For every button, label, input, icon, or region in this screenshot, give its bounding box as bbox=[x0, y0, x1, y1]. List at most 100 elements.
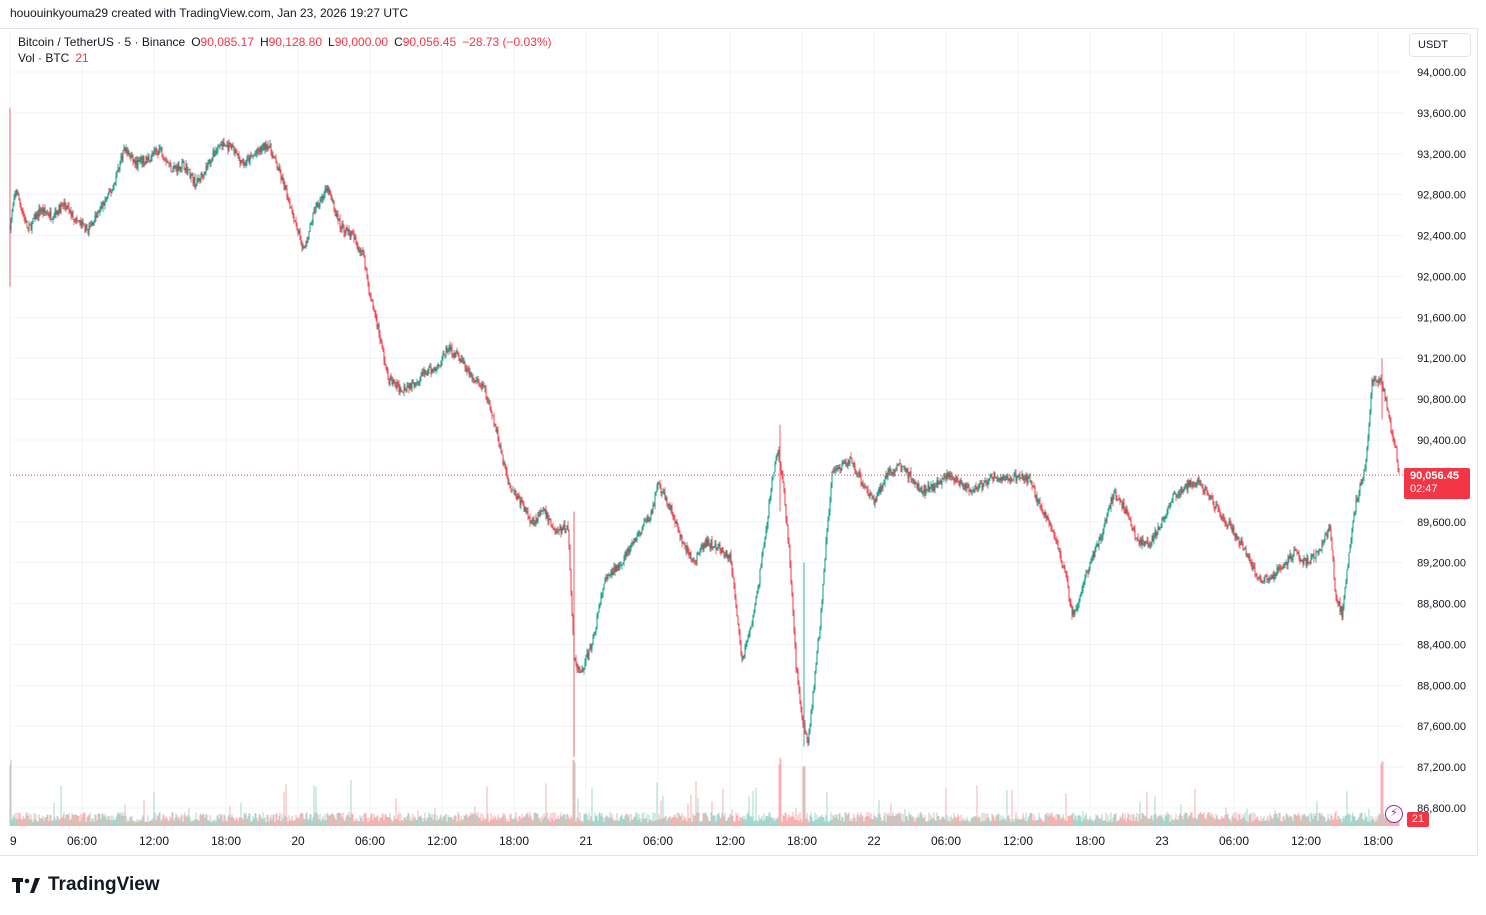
volume-bar bbox=[908, 812, 910, 826]
candle-body bbox=[1022, 473, 1024, 481]
volume-bar bbox=[592, 820, 594, 826]
volume-bar bbox=[357, 820, 359, 826]
candle-body bbox=[1167, 507, 1169, 513]
candle-body bbox=[464, 361, 466, 368]
volume-bar bbox=[567, 814, 569, 826]
volume-bar bbox=[924, 815, 926, 826]
candle-body bbox=[584, 661, 586, 668]
candle-body bbox=[895, 470, 897, 472]
candle-body bbox=[724, 556, 726, 558]
candle-body bbox=[955, 476, 957, 483]
volume-bar bbox=[350, 780, 352, 826]
candle-body bbox=[553, 527, 555, 529]
candle-body bbox=[191, 174, 193, 176]
volume-bar bbox=[843, 821, 845, 826]
volume-bar bbox=[616, 813, 618, 826]
volume-bar bbox=[897, 813, 899, 826]
volume-bar bbox=[386, 816, 388, 826]
candle-body bbox=[526, 511, 528, 513]
currency-button[interactable]: USDT bbox=[1409, 33, 1471, 57]
volume-bar bbox=[227, 816, 229, 826]
volume-bar bbox=[1216, 815, 1218, 826]
candle-body bbox=[620, 565, 622, 567]
volume-bar bbox=[430, 817, 432, 826]
candle-body bbox=[968, 484, 970, 492]
volume-bar bbox=[792, 812, 794, 826]
candle-body bbox=[484, 385, 486, 389]
volume-bar bbox=[108, 815, 110, 826]
volume-bar bbox=[1153, 814, 1155, 826]
volume-bar bbox=[185, 816, 187, 826]
candle-body bbox=[1094, 547, 1096, 557]
volume-bar bbox=[696, 812, 698, 826]
volume-bar bbox=[892, 812, 894, 826]
candle-body bbox=[634, 537, 636, 541]
candle-body bbox=[194, 177, 196, 188]
candle-body bbox=[1238, 537, 1240, 544]
volume-bar bbox=[802, 766, 804, 826]
candle-body bbox=[414, 383, 416, 387]
candle-body bbox=[633, 537, 635, 544]
candle-body bbox=[82, 221, 84, 224]
volume-bar bbox=[535, 812, 537, 826]
candle-body bbox=[368, 283, 370, 295]
candle-body bbox=[1055, 539, 1057, 541]
candle-body bbox=[1077, 606, 1079, 608]
volume-bar bbox=[1245, 820, 1247, 826]
candle-body bbox=[306, 241, 308, 243]
volume-bar bbox=[1220, 818, 1222, 826]
volume-bar bbox=[573, 759, 575, 826]
volume-bar bbox=[85, 821, 87, 826]
volume-bar bbox=[453, 816, 455, 826]
candle-body bbox=[594, 632, 596, 634]
volume-bar bbox=[1212, 814, 1214, 826]
candle-body bbox=[893, 471, 895, 474]
candle-body bbox=[169, 162, 171, 164]
candle-body bbox=[1268, 578, 1270, 581]
candle-body bbox=[773, 471, 775, 477]
candle-body bbox=[1280, 568, 1282, 570]
volume-bar bbox=[1231, 816, 1233, 826]
volume-bar bbox=[466, 815, 468, 826]
candle-body bbox=[457, 352, 459, 355]
candle-body bbox=[438, 364, 440, 366]
candle-body bbox=[1052, 530, 1054, 532]
candle-body bbox=[997, 479, 999, 481]
candle-body bbox=[280, 172, 282, 180]
candle-body bbox=[98, 211, 100, 213]
volume-bar bbox=[729, 813, 731, 826]
volume-bar bbox=[675, 813, 677, 826]
volume-bar bbox=[316, 812, 318, 826]
volume-bar bbox=[114, 820, 116, 826]
volume-bar bbox=[570, 815, 572, 826]
candle-body bbox=[452, 355, 454, 357]
candle-body bbox=[851, 457, 853, 464]
candle-body bbox=[899, 463, 901, 465]
candle-body bbox=[1321, 541, 1323, 550]
candle-body bbox=[1071, 607, 1073, 616]
volume-bar bbox=[264, 817, 266, 826]
volume-bar bbox=[692, 813, 694, 826]
volume-bar bbox=[815, 819, 817, 826]
volume-bar bbox=[693, 815, 695, 826]
volume-bar bbox=[1239, 813, 1241, 826]
volume-bar bbox=[1373, 819, 1375, 826]
volume-bar bbox=[286, 817, 288, 826]
candle-body bbox=[244, 162, 246, 166]
candle-body bbox=[481, 383, 483, 388]
candle-body bbox=[965, 483, 967, 489]
volume-bar bbox=[478, 817, 480, 826]
candle-body bbox=[145, 156, 147, 164]
volume-bar bbox=[1165, 816, 1167, 826]
candle-body bbox=[270, 144, 272, 153]
candle-body bbox=[867, 489, 869, 494]
volume-bar bbox=[199, 814, 201, 826]
candle-body bbox=[1060, 554, 1062, 561]
candle-body bbox=[1309, 562, 1311, 564]
candle-body bbox=[974, 486, 976, 492]
volume-bar bbox=[858, 817, 860, 826]
bolt-icon[interactable]: ⚡ bbox=[1385, 805, 1403, 823]
volume-bar bbox=[1093, 821, 1095, 826]
candle-body bbox=[1176, 496, 1178, 498]
